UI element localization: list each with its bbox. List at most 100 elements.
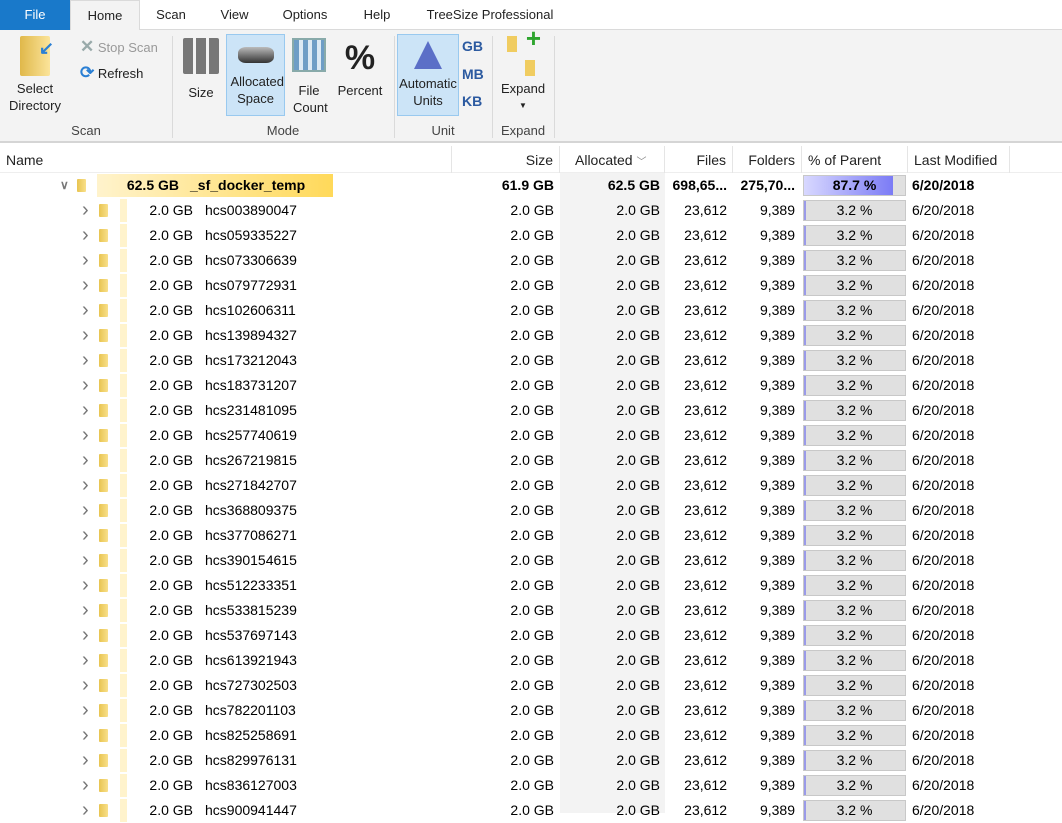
percent-value: 3.2 %: [836, 577, 873, 593]
tree-row[interactable]: › 2.0 GB hcs537697143 2.0 GB 2.0 GB 23,612 9,3…: [0, 623, 1062, 648]
chevron-right-icon[interactable]: ›: [82, 349, 89, 371]
refresh-button[interactable]: ⟳ Refresh: [80, 63, 144, 82]
chevron-right-icon[interactable]: ›: [82, 374, 89, 396]
tab-help[interactable]: Help: [363, 7, 391, 22]
chevron-right-icon[interactable]: ›: [82, 399, 89, 421]
column-percent-of-parent[interactable]: % of Parent (...: [802, 146, 908, 196]
tab-file[interactable]: File: [0, 0, 70, 30]
tree-row-root[interactable]: ∨ 62.5 GB _sf_docker_temp 61.9 GB 62.5 GB 698…: [0, 173, 1062, 198]
tree-row[interactable]: › 2.0 GB hcs390154615 2.0 GB 2.0 GB 23,612 9,3…: [0, 548, 1062, 573]
last-modified-value: 6/20/2018: [912, 577, 975, 593]
size-bar-label: 2.0 GB: [149, 377, 193, 393]
last-modified-value: 6/20/2018: [912, 352, 975, 368]
percent-bar: 3.2 %: [803, 800, 906, 821]
chevron-right-icon[interactable]: ›: [82, 324, 89, 346]
stop-scan-button[interactable]: ✕ Stop Scan: [80, 37, 158, 56]
tree-row[interactable]: › 2.0 GB hcs782201103 2.0 GB 2.0 GB 23,612 9,3…: [0, 698, 1062, 723]
tab-options[interactable]: Options: [282, 7, 328, 22]
chevron-right-icon[interactable]: ›: [82, 599, 89, 621]
column-folders[interactable]: Folders: [733, 146, 802, 173]
chevron-right-icon[interactable]: ›: [82, 299, 89, 321]
tree-row[interactable]: › 2.0 GB hcs533815239 2.0 GB 2.0 GB 23,612 9,3…: [0, 598, 1062, 623]
tree-row[interactable]: › 2.0 GB hcs727302503 2.0 GB 2.0 GB 23,612 9,3…: [0, 673, 1062, 698]
chevron-right-icon[interactable]: ›: [82, 699, 89, 721]
allocated-value: 2.0 GB: [616, 652, 660, 668]
percent-bar: 3.2 %: [803, 575, 906, 596]
column-last-modified[interactable]: Last Modified: [908, 146, 1010, 173]
tree-row[interactable]: › 2.0 GB hcs183731207 2.0 GB 2.0 GB 23,612 9,3…: [0, 373, 1062, 398]
chevron-right-icon[interactable]: ›: [82, 649, 89, 671]
kb-unit-button[interactable]: KB: [462, 93, 483, 109]
chevron-right-icon[interactable]: ›: [82, 799, 89, 821]
tree-row[interactable]: › 2.0 GB hcs139894327 2.0 GB 2.0 GB 23,612 9,3…: [0, 323, 1062, 348]
size-bar-label: 2.0 GB: [149, 752, 193, 768]
tree-row[interactable]: › 2.0 GB hcs271842707 2.0 GB 2.0 GB 23,612 9,3…: [0, 473, 1062, 498]
chevron-right-icon[interactable]: ›: [82, 749, 89, 771]
size-bar-label: 2.0 GB: [149, 677, 193, 693]
chevron-right-icon[interactable]: ›: [82, 424, 89, 446]
size-value: 2.0 GB: [510, 652, 554, 668]
tree-row[interactable]: › 2.0 GB hcs173212043 2.0 GB 2.0 GB 23,612 9,3…: [0, 348, 1062, 373]
tree-row[interactable]: › 2.0 GB hcs368809375 2.0 GB 2.0 GB 23,612 9,3…: [0, 498, 1062, 523]
select-directory-button[interactable]: ↙ Select Directory: [8, 36, 61, 113]
tree-row[interactable]: › 2.0 GB hcs102606311 2.0 GB 2.0 GB 23,612 9,3…: [0, 298, 1062, 323]
chevron-right-icon[interactable]: ›: [82, 524, 89, 546]
file-count-mode-button[interactable]: File Count: [288, 34, 330, 116]
size-bar: [120, 549, 127, 572]
files-value: 23,612: [684, 377, 727, 393]
tree-row[interactable]: › 2.0 GB hcs003890047 2.0 GB 2.0 GB 23,612 9,3…: [0, 198, 1062, 223]
size-bar-label: 2.0 GB: [149, 227, 193, 243]
chevron-right-icon[interactable]: ›: [82, 574, 89, 596]
tree-row[interactable]: › 2.0 GB hcs267219815 2.0 GB 2.0 GB 23,612 9,3…: [0, 448, 1062, 473]
automatic-units-button[interactable]: Automatic Units: [397, 34, 459, 116]
files-value: 23,612: [684, 527, 727, 543]
tree-row[interactable]: › 2.0 GB hcs377086271 2.0 GB 2.0 GB 23,612 9,3…: [0, 523, 1062, 548]
chevron-right-icon[interactable]: ›: [82, 474, 89, 496]
size-mode-button[interactable]: Size: [180, 34, 222, 114]
allocated-space-mode-button[interactable]: Allocated Space: [226, 34, 285, 116]
chevron-right-icon[interactable]: ›: [82, 624, 89, 646]
tab-scan[interactable]: Scan: [156, 7, 186, 22]
chevron-right-icon[interactable]: ›: [82, 724, 89, 746]
column-files[interactable]: Files: [665, 146, 733, 173]
tab-home[interactable]: Home: [70, 0, 140, 31]
chevron-right-icon[interactable]: ›: [82, 549, 89, 571]
files-value: 23,612: [684, 427, 727, 443]
gb-unit-button[interactable]: GB: [462, 38, 483, 54]
chevron-right-icon[interactable]: ›: [82, 199, 89, 221]
column-name[interactable]: Name: [0, 146, 452, 173]
chevron-right-icon[interactable]: ›: [82, 249, 89, 271]
chevron-right-icon[interactable]: ›: [82, 774, 89, 796]
folder-name: hcs727302503: [205, 677, 297, 693]
expand-button[interactable]: + Expand ▼: [500, 23, 546, 110]
tab-treesize-professional[interactable]: TreeSize Professional: [426, 7, 554, 22]
tree-row[interactable]: › 2.0 GB hcs231481095 2.0 GB 2.0 GB 23,612 9,3…: [0, 398, 1062, 423]
chevron-down-icon[interactable]: ∨: [60, 178, 69, 192]
triangle-ruler-icon: [414, 41, 442, 69]
column-allocated[interactable]: Allocated ﹀: [560, 146, 665, 173]
tree-row[interactable]: › 2.0 GB hcs073306639 2.0 GB 2.0 GB 23,612 9,3…: [0, 248, 1062, 273]
chevron-right-icon[interactable]: ›: [82, 449, 89, 471]
column-size[interactable]: Size: [452, 146, 560, 173]
allocated-value: 2.0 GB: [616, 677, 660, 693]
folder-arrow-icon: ↙: [20, 36, 54, 76]
chevron-right-icon[interactable]: ›: [82, 674, 89, 696]
folders-value: 9,389: [759, 327, 795, 343]
tree-row[interactable]: › 2.0 GB hcs829976131 2.0 GB 2.0 GB 23,612 9,3…: [0, 748, 1062, 773]
tree-row[interactable]: › 2.0 GB hcs079772931 2.0 GB 2.0 GB 23,612 9,3…: [0, 273, 1062, 298]
tab-view[interactable]: View: [220, 7, 249, 22]
tree-row[interactable]: › 2.0 GB hcs613921943 2.0 GB 2.0 GB 23,612 9,3…: [0, 648, 1062, 673]
last-modified-value: 6/20/2018: [912, 752, 975, 768]
tree-row[interactable]: › 2.0 GB hcs900941447 2.0 GB 2.0 GB 23,612 9,3…: [0, 798, 1062, 823]
mb-unit-button[interactable]: MB: [462, 66, 484, 82]
chevron-right-icon[interactable]: ›: [82, 499, 89, 521]
tree-row[interactable]: › 2.0 GB hcs836127003 2.0 GB 2.0 GB 23,612 9,3…: [0, 773, 1062, 798]
tree-row[interactable]: › 2.0 GB hcs257740619 2.0 GB 2.0 GB 23,612 9,3…: [0, 423, 1062, 448]
tree-row[interactable]: › 2.0 GB hcs825258691 2.0 GB 2.0 GB 23,612 9,3…: [0, 723, 1062, 748]
tree-row[interactable]: › 2.0 GB hcs059335227 2.0 GB 2.0 GB 23,612 9,3…: [0, 223, 1062, 248]
size-bar: [120, 574, 127, 597]
chevron-right-icon[interactable]: ›: [82, 224, 89, 246]
tree-row[interactable]: › 2.0 GB hcs512233351 2.0 GB 2.0 GB 23,612 9,3…: [0, 573, 1062, 598]
percent-mode-button[interactable]: % Percent: [336, 34, 384, 114]
chevron-right-icon[interactable]: ›: [82, 274, 89, 296]
